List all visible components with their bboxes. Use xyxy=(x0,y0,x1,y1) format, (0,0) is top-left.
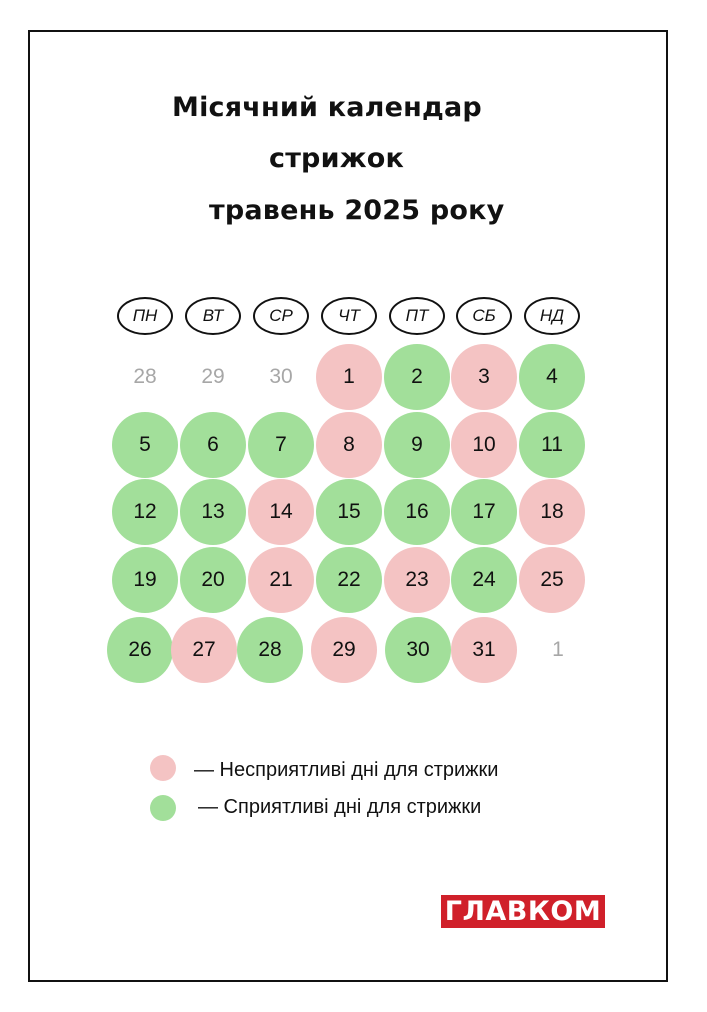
calendar-day-unfavorable: 31 xyxy=(451,617,517,683)
calendar-day-unfavorable: 3 xyxy=(451,344,517,410)
logo-text: ГЛАВКОМ xyxy=(444,896,602,927)
calendar-day-favorable: 4 xyxy=(519,344,585,410)
legend-favorable-swatch xyxy=(150,795,176,821)
legend-unfavorable-swatch xyxy=(150,755,176,781)
weekday-label-6: СБ xyxy=(456,297,512,335)
calendar-day-favorable: 26 xyxy=(107,617,173,683)
calendar-day-unfavorable: 25 xyxy=(519,547,585,613)
calendar-day-favorable: 5 xyxy=(112,412,178,478)
calendar-day-unfavorable: 18 xyxy=(519,479,585,545)
calendar-day-favorable: 30 xyxy=(385,617,451,683)
calendar-day-favorable: 24 xyxy=(451,547,517,613)
calendar-day-favorable: 13 xyxy=(180,479,246,545)
calendar-day-favorable: 6 xyxy=(180,412,246,478)
weekday-label-2: ВТ xyxy=(185,297,241,335)
calendar-day-other-month: 30 xyxy=(269,365,293,388)
calendar-day-unfavorable: 23 xyxy=(384,547,450,613)
calendar-day-favorable: 15 xyxy=(316,479,382,545)
calendar-day-favorable: 11 xyxy=(519,412,585,478)
weekday-label-7: НД xyxy=(524,297,580,335)
weekday-label-5: ПТ xyxy=(389,297,445,335)
calendar-day-favorable: 22 xyxy=(316,547,382,613)
calendar-day-favorable: 20 xyxy=(180,547,246,613)
calendar-day-unfavorable: 27 xyxy=(171,617,237,683)
glavcom-logo: ГЛАВКОМ xyxy=(441,895,605,928)
calendar-day-unfavorable: 14 xyxy=(248,479,314,545)
calendar-day-favorable: 7 xyxy=(248,412,314,478)
calendar-day-favorable: 12 xyxy=(112,479,178,545)
title-line-2: стрижок xyxy=(269,143,405,174)
legend-unfavorable-label: — Несприятливі дні для стрижки xyxy=(194,759,499,781)
calendar-day-favorable: 28 xyxy=(237,617,303,683)
calendar-day-favorable: 16 xyxy=(384,479,450,545)
calendar-day-unfavorable: 29 xyxy=(311,617,377,683)
calendar-day-favorable: 17 xyxy=(451,479,517,545)
weekday-label-4: ЧТ xyxy=(321,297,377,335)
calendar-day-other-month: 29 xyxy=(201,365,225,388)
calendar-day-unfavorable: 10 xyxy=(451,412,517,478)
title-line-1: Місячний календар xyxy=(172,92,482,123)
legend-favorable-label: — Сприятливі дні для стрижки xyxy=(198,796,482,818)
calendar-day-unfavorable: 1 xyxy=(316,344,382,410)
calendar-day-favorable: 2 xyxy=(384,344,450,410)
title-line-3: травень 2025 року xyxy=(209,195,505,226)
calendar-day-other-month: 1 xyxy=(552,638,564,661)
calendar-day-favorable: 19 xyxy=(112,547,178,613)
weekday-label-3: СР xyxy=(253,297,309,335)
calendar-day-unfavorable: 8 xyxy=(316,412,382,478)
calendar-day-other-month: 28 xyxy=(133,365,157,388)
calendar-day-favorable: 9 xyxy=(384,412,450,478)
weekday-label-1: ПН xyxy=(117,297,173,335)
calendar-day-unfavorable: 21 xyxy=(248,547,314,613)
